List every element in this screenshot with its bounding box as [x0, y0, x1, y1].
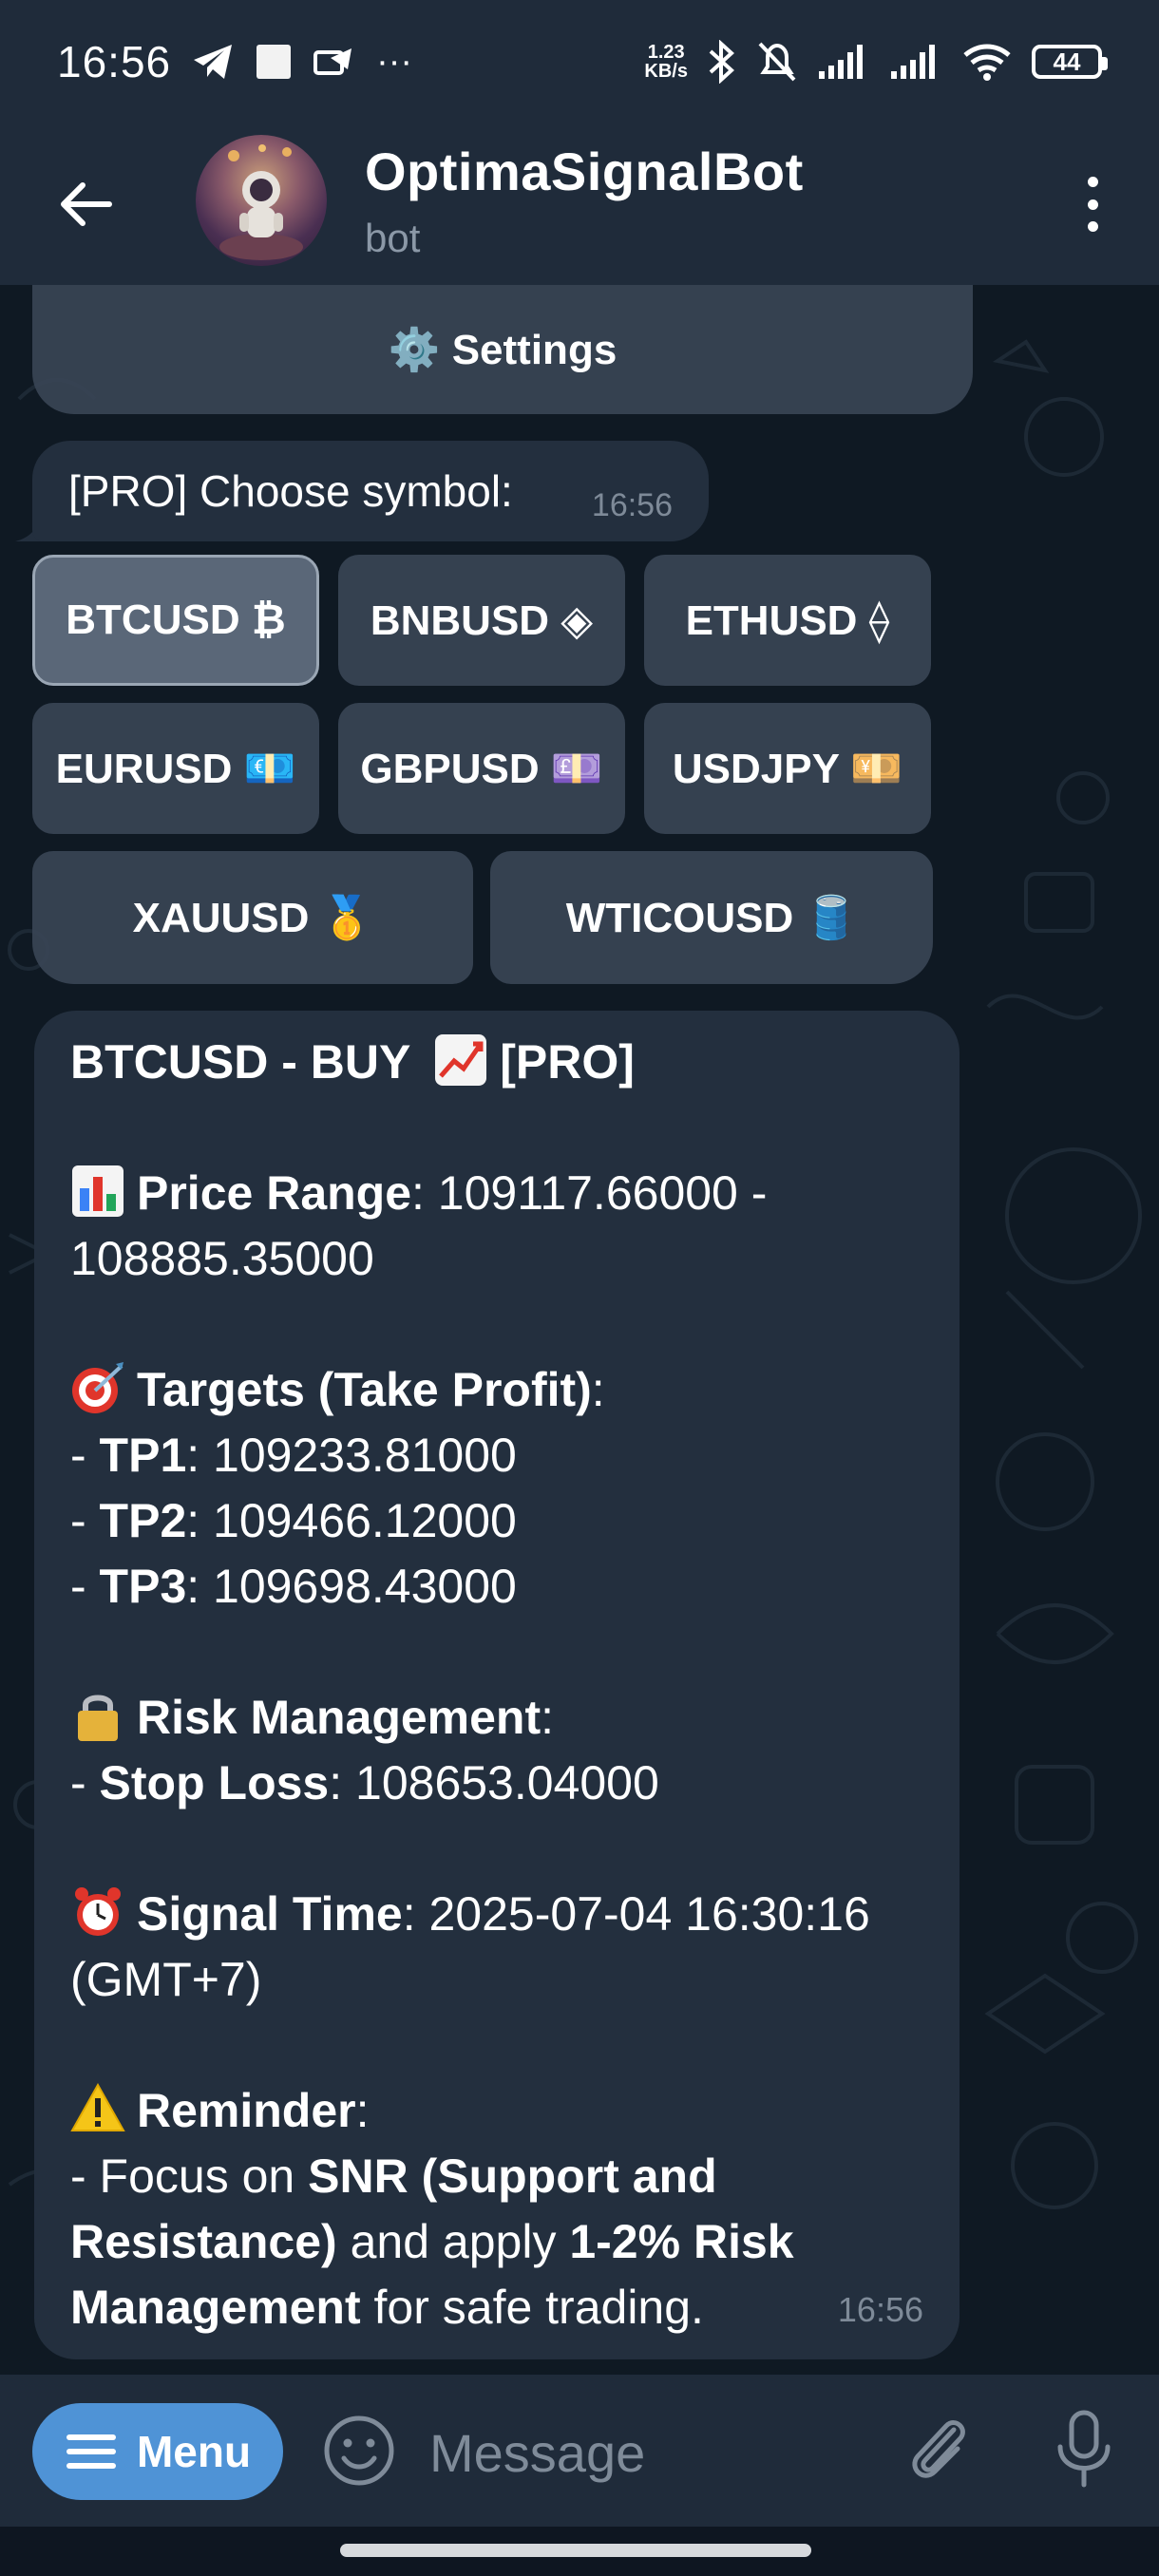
- warning-icon: [70, 2082, 125, 2131]
- bot-menu-button[interactable]: Menu: [32, 2403, 283, 2500]
- symbol-button-ethusd[interactable]: ETHUSD ⟠: [644, 555, 931, 686]
- kebab-icon[interactable]: [1064, 171, 1121, 237]
- signal-strength-icon-1: [817, 43, 870, 81]
- status-bar: 16:56 ··· 1.23 KB/s: [0, 0, 1159, 123]
- symbol-button-gbpusd[interactable]: GBPUSD 💷: [338, 703, 625, 834]
- symbol-button-usdjpy[interactable]: USDJPY 💴: [644, 703, 931, 834]
- tp2-value: : 109466.12000: [186, 1494, 517, 1547]
- chat-title[interactable]: OptimaSignalBot: [365, 142, 804, 201]
- targets-label: Targets (Take Profit): [137, 1363, 592, 1416]
- signal-headline: BTCUSD - BUY [PRO]: [70, 1030, 923, 1095]
- chat-header: OptimaSignalBot bot: [0, 123, 1159, 285]
- tp3-label: TP3: [99, 1560, 187, 1613]
- choose-symbol-message: [PRO] Choose symbol: 16:56: [32, 441, 709, 541]
- price-range-value: : 109117.66000 -: [411, 1166, 768, 1220]
- target-dart-icon: [72, 1362, 124, 1413]
- price-range-label: Price Range: [137, 1166, 412, 1220]
- arrow-left-icon: [61, 182, 112, 226]
- stop-loss-dash: -: [70, 1756, 100, 1809]
- menu-label: Menu: [136, 2427, 252, 2476]
- network-speed: 1.23 KB/s: [644, 43, 688, 81]
- bell-muted-icon: [756, 40, 798, 84]
- tp1-value: : 109233.81000: [186, 1429, 517, 1482]
- signal-time-value: : 2025-07-04 16:30:16: [402, 1887, 870, 1941]
- network-speed-value: 1.23: [647, 42, 685, 63]
- tp2-dash: -: [70, 1494, 100, 1547]
- message-time: 16:56: [591, 487, 673, 523]
- alarm-clock-icon: [75, 1887, 121, 1936]
- signal-time-label: Signal Time: [137, 1887, 403, 1941]
- stop-loss-line: - Stop Loss: 108653.04000: [70, 1751, 923, 1816]
- risk-line: Risk Management:: [70, 1685, 923, 1751]
- reminder-line-2: Resistance) and apply 1-2% Risk: [70, 2209, 923, 2275]
- choose-symbol-text: [PRO] Choose symbol:: [68, 466, 513, 516]
- message-input[interactable]: [429, 2405, 866, 2500]
- reminder-l2-mid: and apply: [336, 2215, 570, 2268]
- reminder-line: Reminder:: [70, 2078, 923, 2144]
- white-square-notification-icon: [255, 43, 293, 81]
- status-time: 16:56: [57, 37, 172, 86]
- signal-time-line: Signal Time: 2025-07-04 16:30:16: [70, 1882, 923, 1947]
- targets-line: Targets (Take Profit):: [70, 1357, 923, 1423]
- bar-chart-icon: [72, 1165, 124, 1217]
- paperclip-icon[interactable]: [901, 2409, 977, 2495]
- reminder-line-3: Management for safe trading.: [70, 2275, 923, 2340]
- more-notifications-indicator: ···: [376, 41, 413, 82]
- tp2-line: - TP2: 109466.12000: [70, 1488, 923, 1554]
- price-range-value2: 108885.35000: [70, 1232, 374, 1285]
- bluetooth-icon: [707, 40, 737, 84]
- reminder-label: Reminder: [137, 2084, 356, 2137]
- network-speed-unit: KB/s: [644, 61, 688, 82]
- microphone-icon[interactable]: [1051, 2409, 1117, 2495]
- risk-label: Risk Management: [137, 1691, 542, 1744]
- reminder-l3-post: for safe trading.: [360, 2281, 704, 2334]
- reminder-colon: :: [355, 2084, 370, 2137]
- tp1-label: TP1: [99, 1429, 187, 1482]
- tp1-dash: -: [70, 1429, 100, 1482]
- chart-increasing-icon: [435, 1034, 487, 1086]
- bot-avatar[interactable]: [196, 135, 327, 266]
- tp1-line: - TP1: 109233.81000: [70, 1423, 923, 1488]
- stop-loss-value: : 108653.04000: [329, 1756, 659, 1809]
- app-notification-icon: [314, 45, 355, 79]
- reminder-l3-bold: Management: [70, 2281, 361, 2334]
- chat-subtitle: bot: [365, 216, 421, 260]
- symbol-button-xauusd[interactable]: XAUUSD 🥇: [32, 851, 473, 984]
- gesture-navigation-bar[interactable]: [0, 2527, 1159, 2576]
- wifi-icon: [961, 42, 1013, 82]
- telegram-notification-icon: [192, 43, 234, 81]
- astronaut-avatar-icon: [219, 144, 303, 260]
- battery-icon: 44: [1032, 45, 1108, 79]
- signal-message: BTCUSD - BUY [PRO] Price Range: 109117.6…: [34, 1011, 960, 2359]
- signal-time-tz: (GMT+7): [70, 1953, 262, 2006]
- tp3-dash: -: [70, 1560, 100, 1613]
- smile-icon[interactable]: [321, 2413, 397, 2493]
- signal-headline-pre: BTCUSD - BUY: [70, 1035, 411, 1089]
- lock-icon: [78, 1695, 118, 1741]
- reminder-l1-bold: SNR (Support and: [308, 2150, 717, 2203]
- hamburger-icon: [66, 2434, 116, 2469]
- symbol-button-bnbusd[interactable]: BNBUSD ◈: [338, 555, 625, 686]
- tp3-line: - TP3: 109698.43000: [70, 1554, 923, 1619]
- tp2-label: TP2: [99, 1494, 187, 1547]
- signal-strength-icon-2: [889, 43, 942, 81]
- settings-button[interactable]: ⚙️ Settings: [32, 285, 973, 414]
- targets-colon: :: [591, 1363, 605, 1416]
- message-input-bar: Menu: [0, 2375, 1159, 2527]
- symbol-button-btcusd[interactable]: BTCUSD ₿: [32, 555, 319, 686]
- signal-message-time: 16:56: [837, 2290, 923, 2329]
- signal-headline-post: [PRO]: [500, 1035, 635, 1089]
- reminder-l1-pre: - Focus on: [70, 2150, 309, 2203]
- risk-colon: :: [541, 1691, 555, 1744]
- symbol-button-eurusd[interactable]: EURUSD 💶: [32, 703, 319, 834]
- price-range-line: Price Range: 109117.66000 -: [70, 1161, 923, 1226]
- symbol-button-wticousd[interactable]: WTICOUSD 🛢️: [490, 851, 933, 984]
- reminder-l2-bold2: 1-2% Risk: [569, 2215, 794, 2268]
- reminder-l2-bold: Resistance): [70, 2215, 337, 2268]
- tp3-value: : 109698.43000: [186, 1560, 517, 1613]
- reminder-line-1: - Focus on SNR (Support and: [70, 2144, 923, 2209]
- stop-loss-label: Stop Loss: [99, 1756, 330, 1809]
- back-button[interactable]: [0, 123, 171, 285]
